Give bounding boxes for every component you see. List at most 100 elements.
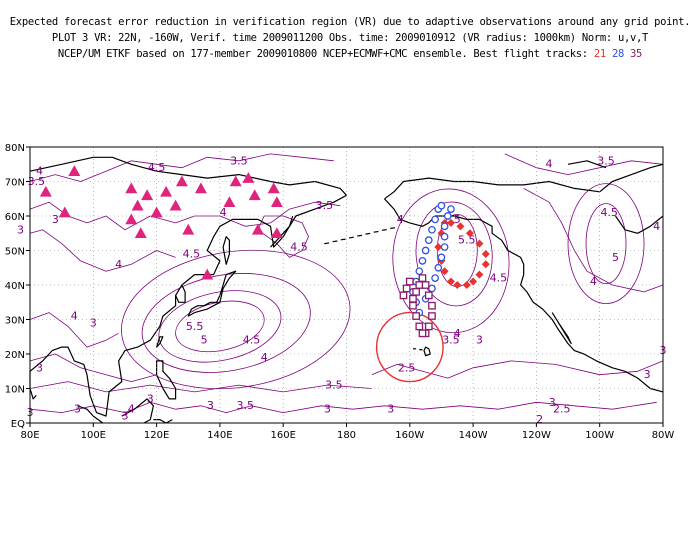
track-35-point bbox=[428, 312, 436, 320]
contour-label: 4 bbox=[36, 165, 43, 178]
coastline bbox=[187, 270, 237, 317]
track-35-point bbox=[409, 301, 417, 310]
track-28-point bbox=[424, 236, 433, 244]
contour-label: 3 bbox=[90, 316, 97, 329]
track-21-point bbox=[446, 277, 455, 286]
contour-label: 3 bbox=[549, 396, 556, 409]
grid-lines bbox=[30, 147, 663, 423]
contour-label: 3.5 bbox=[230, 154, 248, 167]
coastline bbox=[222, 236, 230, 265]
track-label-red: 21 bbox=[593, 48, 606, 60]
track-35-point bbox=[418, 329, 427, 338]
contour-label: 4.5 bbox=[243, 334, 261, 347]
contour-label: 4.5 bbox=[148, 161, 166, 174]
coastline bbox=[29, 156, 348, 417]
contour-label: 4 bbox=[261, 351, 268, 364]
coastline bbox=[567, 160, 607, 169]
contour-label: 3.5 bbox=[597, 154, 615, 167]
track-21-point bbox=[475, 239, 484, 248]
track-35-point bbox=[415, 281, 424, 289]
contour-line bbox=[585, 203, 627, 285]
contour-label: 4 bbox=[115, 258, 122, 271]
coastline bbox=[365, 232, 371, 235]
y-tick-label: 30N bbox=[5, 316, 25, 327]
x-tick-label: 80W bbox=[652, 430, 675, 441]
contour-label: 2.5 bbox=[398, 361, 416, 374]
header-line-3: NCEP/UM ETKF based on 177-member 2009010… bbox=[0, 46, 700, 62]
observation-triangle bbox=[175, 175, 188, 187]
x-tick-label: 100E bbox=[81, 430, 106, 441]
chart-header: Expected forecast error reduction in ver… bbox=[0, 14, 700, 62]
track-35-point bbox=[409, 294, 417, 303]
contour-label: 3 bbox=[644, 368, 651, 381]
observation-triangle bbox=[223, 196, 236, 207]
contour-line bbox=[29, 229, 176, 272]
contour-label: 5.5 bbox=[186, 320, 204, 333]
observation-triangle bbox=[58, 206, 71, 218]
coastline bbox=[348, 236, 354, 239]
observation-triangle bbox=[182, 223, 195, 235]
contour-line bbox=[29, 201, 341, 231]
observation-triangle bbox=[169, 199, 182, 211]
coastline bbox=[324, 242, 330, 245]
contour-line bbox=[175, 300, 265, 353]
observation-triangle bbox=[251, 223, 264, 235]
observation-triangle bbox=[270, 196, 283, 207]
track-35-point bbox=[405, 277, 414, 286]
track-28-point bbox=[431, 215, 439, 224]
track-28-point bbox=[440, 222, 449, 231]
contour-label: 5 bbox=[454, 213, 461, 226]
observation-triangle bbox=[160, 185, 173, 197]
coastline bbox=[357, 234, 363, 237]
track-28-point bbox=[437, 253, 446, 262]
observation-triangle bbox=[248, 189, 261, 201]
contour-line bbox=[121, 249, 351, 390]
contour-label: 3 bbox=[52, 213, 59, 226]
track-28-point bbox=[437, 201, 446, 210]
track-35-point bbox=[399, 291, 408, 300]
track-35-point bbox=[412, 288, 420, 296]
track-21-point bbox=[462, 281, 471, 289]
contour-label: 2.5 bbox=[553, 403, 571, 416]
coastline bbox=[121, 398, 154, 424]
contour-label: 3 bbox=[387, 403, 394, 416]
header-line-1: Expected forecast error reduction in ver… bbox=[9, 16, 691, 28]
contour-label: 3.5 bbox=[325, 379, 343, 392]
x-axis-ticks: 80E 100E 120E 140E 160E 180 160W 140W 120W 100W 80… bbox=[20, 423, 674, 441]
observation-triangle bbox=[134, 227, 147, 239]
track-28-point bbox=[415, 267, 424, 276]
y-tick-label: 70N bbox=[5, 178, 25, 189]
x-tick-label: 180 bbox=[337, 430, 356, 441]
observation-triangle bbox=[39, 185, 52, 197]
track-21-point bbox=[440, 267, 449, 276]
contour-label: 3 bbox=[121, 410, 128, 423]
contour-label: 4 bbox=[546, 158, 553, 171]
coastline bbox=[340, 238, 346, 241]
contour-line bbox=[567, 183, 645, 305]
observation-triangle bbox=[194, 182, 207, 194]
track-28-point bbox=[434, 263, 443, 272]
coastline bbox=[156, 360, 177, 400]
track-28-point bbox=[440, 243, 449, 251]
observation-triangle bbox=[125, 182, 138, 194]
track-label-blue: 28 bbox=[611, 48, 624, 60]
track-21-point bbox=[446, 218, 455, 227]
observation-triangle bbox=[201, 268, 214, 280]
coastline bbox=[615, 215, 664, 234]
observation-triangle bbox=[141, 189, 154, 201]
track-label-purple: 35 bbox=[630, 48, 643, 60]
coastline bbox=[551, 312, 572, 345]
contour-label: 4.5 bbox=[290, 241, 308, 254]
contour-label: 3.5 bbox=[442, 334, 460, 347]
y-tick-label: 20N bbox=[5, 350, 25, 361]
contour-line bbox=[392, 188, 510, 334]
track-28-point bbox=[440, 232, 449, 241]
x-tick-label: 100W bbox=[585, 430, 614, 441]
track-35-point bbox=[421, 281, 430, 289]
contour-label: 3 bbox=[74, 403, 81, 416]
coastline bbox=[373, 230, 379, 233]
contour-line bbox=[141, 273, 311, 373]
contour-line bbox=[504, 153, 664, 175]
y-tick-label: 50N bbox=[5, 247, 25, 258]
